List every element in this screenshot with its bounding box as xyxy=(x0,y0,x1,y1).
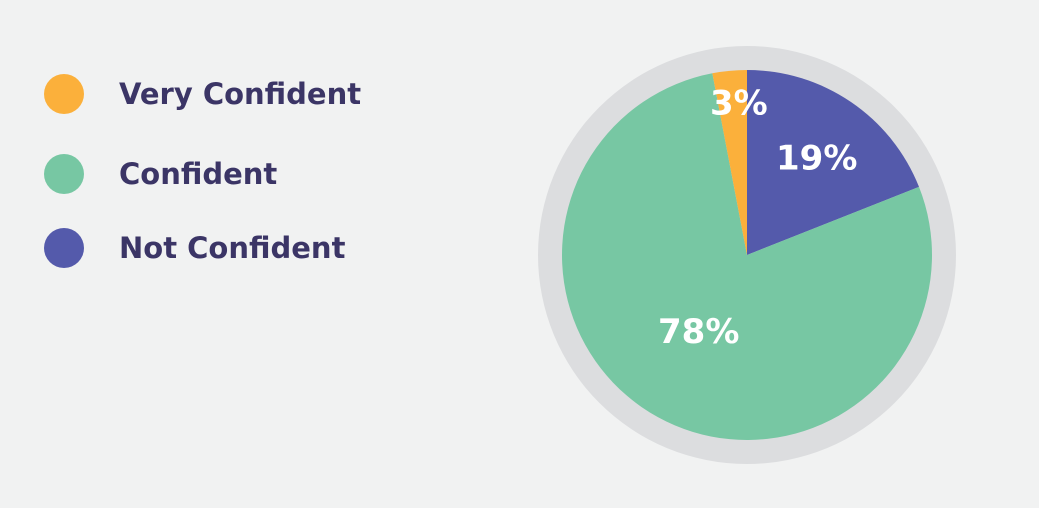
pie-labels: 19% 78% 3% xyxy=(658,84,857,352)
legend-label-not-confident: Not Confident xyxy=(119,231,346,265)
pie-chart: 19% 78% 3% xyxy=(537,45,957,465)
pie-slice-confident xyxy=(562,73,932,440)
legend-label-confident: Confident xyxy=(119,157,278,191)
pie-label-very-confident: 3% xyxy=(710,84,768,124)
pie-slice-very-confident xyxy=(712,70,747,255)
legend-label-very-confident: Very Confident xyxy=(119,77,362,111)
legend-swatch-confident xyxy=(44,154,84,194)
legend-item-confident: Confident xyxy=(44,154,404,194)
legend-swatch-not-confident xyxy=(44,228,84,268)
pie-slices xyxy=(562,70,932,440)
legend-item-not-confident: Not Confident xyxy=(44,228,404,268)
pie-label-not-confident: 19% xyxy=(776,138,857,178)
pie-label-confident: 78% xyxy=(658,312,739,352)
legend-item-very-confident: Very Confident xyxy=(44,74,404,114)
legend-swatch-very-confident xyxy=(44,74,84,114)
pie-chart-svg: 19% 78% 3% xyxy=(538,46,956,464)
pie-slice-not-confident xyxy=(747,70,920,255)
